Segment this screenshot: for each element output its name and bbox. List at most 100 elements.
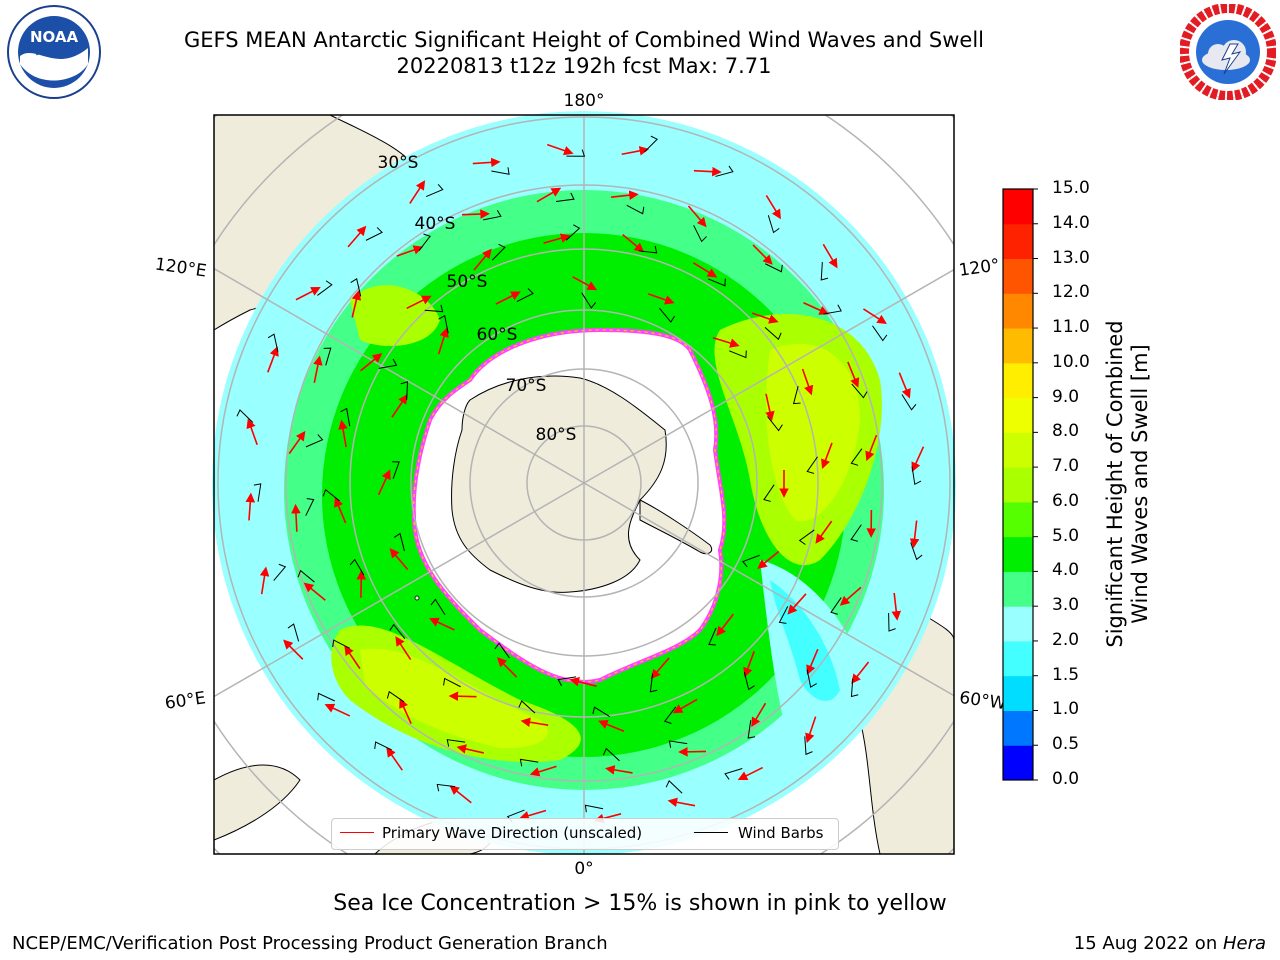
sea-ice-note: Sea Ice Concentration > 15% is shown in …	[333, 891, 947, 916]
wind-barb	[430, 598, 446, 615]
wind-barb	[424, 304, 444, 313]
wave-direction-arrow	[743, 651, 755, 678]
wave-direction-arrow	[751, 312, 779, 324]
wave-direction-arrow	[801, 368, 814, 396]
legend-barb-line	[694, 832, 728, 833]
wind-barb	[322, 488, 340, 502]
wave-direction-arrow	[839, 586, 862, 606]
wave-direction-arrow	[395, 636, 412, 660]
wave-direction-arrow	[569, 677, 597, 687]
wave-direction-arrow	[815, 520, 833, 544]
wind-barb	[483, 210, 502, 221]
wave-direction-arrow	[765, 393, 775, 422]
wave-direction-arrow	[429, 617, 455, 631]
wind-barb	[693, 225, 707, 243]
wave-direction-arrow	[605, 765, 633, 775]
wave-direction-arrow	[406, 295, 432, 310]
wave-direction-arrow	[448, 691, 477, 701]
wave-direction-arrow	[520, 717, 549, 727]
colorbar-tick-label: 9.0	[1052, 386, 1080, 407]
wind-barb	[584, 804, 604, 813]
wave-direction-arrow	[678, 747, 707, 757]
wind-barb	[273, 563, 287, 581]
lat-label-50s: 50°S	[447, 272, 488, 292]
wind-barb	[851, 383, 868, 399]
wave-direction-arrow	[806, 648, 819, 675]
wind-barb	[236, 409, 254, 423]
colorbar-segment	[1003, 362, 1033, 399]
wave-direction-arrow	[389, 548, 409, 570]
land-antarctic-peninsula	[639, 499, 713, 555]
wave-direction-arrow	[495, 291, 521, 305]
wave-direction-arrow	[751, 702, 767, 728]
lat-label-30s: 30°S	[378, 153, 419, 173]
wind-barb	[830, 597, 842, 615]
legend-wave-line	[340, 832, 374, 833]
wave-direction-arrow	[313, 355, 323, 383]
colorbar-tick-label: 14.0	[1052, 212, 1090, 233]
wave-direction-arrow	[891, 592, 902, 621]
wave-direction-arrow	[399, 698, 412, 724]
wind-barb	[649, 673, 658, 693]
wind-barb	[494, 642, 510, 659]
lon-label-180: 180°	[564, 91, 605, 111]
wind-barb	[556, 192, 575, 202]
lat-label-70s: 70°S	[506, 376, 547, 396]
wave-direction-arrow	[712, 336, 740, 348]
colorbar-segment	[1003, 328, 1033, 364]
colorbar-segment	[1003, 467, 1033, 503]
wind-barb	[850, 524, 862, 542]
colorbar-segment	[1003, 536, 1033, 572]
wave-direction-arrow	[338, 419, 348, 448]
wind-barb	[602, 747, 620, 762]
wind-barb	[557, 676, 577, 686]
wind-barb	[765, 263, 783, 273]
wind-barb	[778, 606, 789, 624]
colorbar-segment	[1003, 397, 1033, 433]
colorbar-label: Significant Height of Combined Wind Wave…	[1103, 274, 1153, 694]
nws-logo	[1180, 4, 1276, 100]
wind-barb	[393, 532, 405, 552]
wave-direction-arrow	[259, 566, 270, 595]
wind-barb	[901, 394, 917, 411]
wind-barb	[323, 347, 332, 366]
wind-barb	[297, 569, 315, 583]
colorbar-segment	[1003, 258, 1033, 294]
colorbar-label-line1: Significant Height of Combined	[1103, 320, 1127, 648]
wind-barb	[349, 558, 365, 576]
wave-direction-arrow	[687, 205, 707, 228]
wind-barb	[659, 307, 675, 323]
wind-barb	[350, 278, 362, 297]
wind-barb	[386, 690, 405, 703]
wave-direction-arrow	[693, 166, 722, 177]
colorbar-tick-label: 1.5	[1052, 664, 1080, 685]
wind-barb	[888, 612, 896, 632]
wind-barb	[287, 623, 300, 642]
colorbar-segment	[1003, 571, 1033, 607]
wind-barb	[665, 779, 683, 794]
wind-barb	[804, 736, 813, 756]
legend-barb-label: Wind Barbs	[738, 824, 824, 842]
map-legend: Primary Wave Direction (unscaled) Wind B…	[331, 818, 839, 850]
wave-direction-arrow	[461, 209, 490, 219]
wind-barb	[626, 204, 645, 215]
wind-barb	[305, 434, 324, 448]
colorbar-segment	[1003, 501, 1033, 538]
colorbar-segment	[1003, 675, 1033, 711]
colorbar-tick-label: 11.0	[1052, 317, 1090, 338]
wind-barb	[491, 243, 506, 261]
wave-direction-arrow	[737, 766, 764, 781]
wave-direction-arrow	[472, 157, 501, 168]
lat-label-60s: 60°S	[477, 325, 518, 345]
wave-direction-arrow	[449, 785, 472, 804]
wind-barb	[392, 461, 400, 480]
wind-barb	[317, 692, 336, 702]
wave-direction-arrow	[911, 446, 925, 473]
colorbar-tick-label: 1.0	[1052, 699, 1080, 720]
wave-direction-arrow	[546, 143, 574, 156]
wind-barb	[644, 135, 659, 153]
colorbar-tick-label: 0.0	[1052, 769, 1080, 789]
wind-barb	[340, 407, 351, 427]
lat-label-80s: 80°S	[536, 425, 577, 445]
